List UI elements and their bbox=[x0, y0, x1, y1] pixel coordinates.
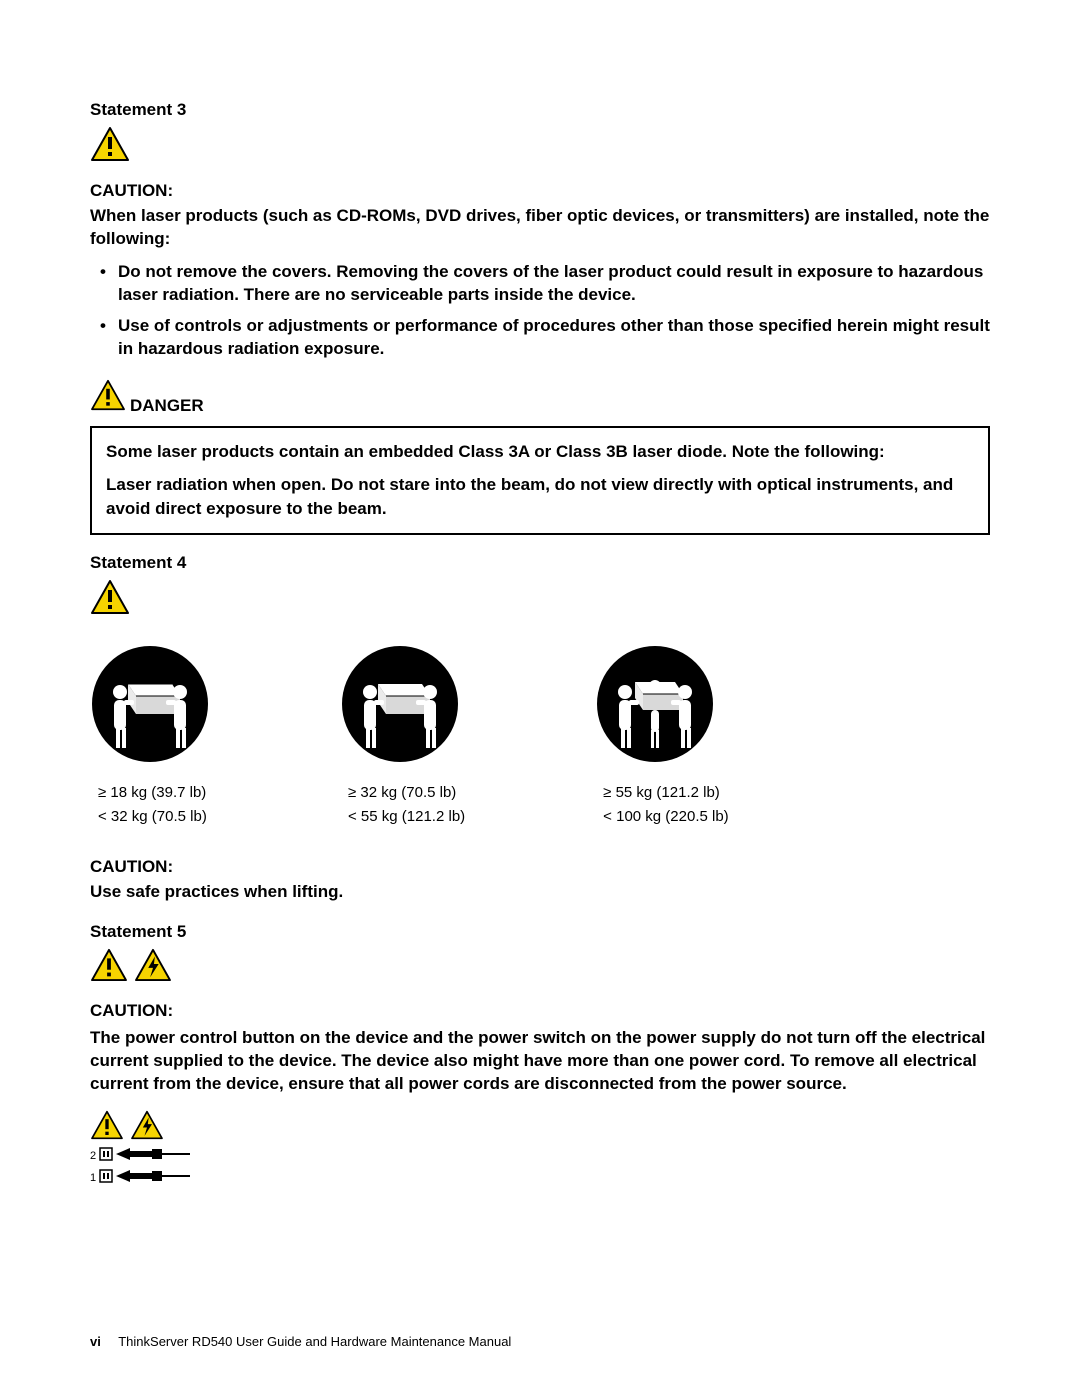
warning-icon-row bbox=[90, 948, 990, 987]
lifting-2-persons-icon bbox=[90, 644, 210, 769]
danger-box: Some laser products contain an embedded … bbox=[90, 426, 990, 535]
lifting-col: ≥ 55 kg (121.2 lb) < 100 kg (220.5 lb) bbox=[595, 644, 729, 829]
caution-triangle-icon bbox=[90, 1110, 124, 1145]
statement-3: Statement 3 CAUTION: When laser products… bbox=[90, 100, 990, 535]
caution-text: The power control button on the device a… bbox=[90, 1027, 990, 1096]
caution-triangle-icon bbox=[90, 948, 128, 987]
weight-line: ≥ 55 kg (121.2 lb) bbox=[595, 781, 720, 805]
caution-text: Use safe practices when lifting. bbox=[90, 881, 990, 904]
lifting-3-persons-icon bbox=[595, 644, 715, 769]
caution-triangle-icon bbox=[90, 579, 130, 620]
statement-5: Statement 5 CAUTION: The power control b… bbox=[90, 922, 990, 1194]
power-cord-diagram: 2 1 bbox=[90, 1110, 990, 1194]
cord-label-2: 2 bbox=[90, 1150, 96, 1162]
caution-triangle-icon bbox=[90, 126, 130, 167]
lifting-2-persons-icon bbox=[340, 644, 460, 769]
power-cords-icon: 2 1 bbox=[90, 1145, 200, 1189]
caution-label: CAUTION: bbox=[90, 857, 990, 877]
caution-intro-text: When laser products (such as CD-ROMs, DV… bbox=[90, 205, 990, 251]
electrical-triangle-icon bbox=[130, 1110, 164, 1145]
statement-4: Statement 4 bbox=[90, 553, 990, 904]
page-footer: vi ThinkServer RD540 User Guide and Hard… bbox=[90, 1334, 511, 1349]
weight-line: ≥ 32 kg (70.5 lb) bbox=[340, 781, 456, 805]
footer-title: ThinkServer RD540 User Guide and Hardwar… bbox=[118, 1334, 511, 1349]
caution-label: CAUTION: bbox=[90, 1001, 990, 1021]
lifting-row: ≥ 18 kg (39.7 lb) < 32 kg (70.5 lb) bbox=[90, 644, 990, 829]
weight-line: ≥ 18 kg (39.7 lb) bbox=[90, 781, 206, 805]
lifting-col: ≥ 32 kg (70.5 lb) < 55 kg (121.2 lb) bbox=[340, 644, 465, 829]
cord-label-1: 1 bbox=[90, 1172, 96, 1184]
caution-bullet: Do not remove the covers. Removing the c… bbox=[118, 261, 990, 307]
weight-line: < 55 kg (121.2 lb) bbox=[340, 805, 465, 829]
page-number: vi bbox=[90, 1334, 101, 1349]
caution-label: CAUTION: bbox=[90, 181, 990, 201]
statement-4-caution: CAUTION: Use safe practices when lifting… bbox=[90, 857, 990, 904]
statement-3-heading: Statement 3 bbox=[90, 100, 990, 120]
caution-bullet: Use of controls or adjustments or perfor… bbox=[118, 315, 990, 361]
electrical-triangle-icon bbox=[134, 948, 172, 987]
page-content: Statement 3 CAUTION: When laser products… bbox=[0, 0, 1080, 1194]
caution-bullet-list: Do not remove the covers. Removing the c… bbox=[90, 261, 990, 361]
danger-label: DANGER bbox=[130, 396, 204, 416]
weight-line: < 32 kg (70.5 lb) bbox=[90, 805, 207, 829]
danger-text-1: Some laser products contain an embedded … bbox=[106, 440, 974, 464]
danger-text-2: Laser radiation when open. Do not stare … bbox=[106, 473, 974, 521]
lifting-col: ≥ 18 kg (39.7 lb) < 32 kg (70.5 lb) bbox=[90, 644, 210, 829]
statement-5-heading: Statement 5 bbox=[90, 922, 990, 942]
statement-4-heading: Statement 4 bbox=[90, 553, 990, 573]
danger-heading-row: DANGER bbox=[90, 379, 990, 416]
danger-triangle-icon bbox=[90, 379, 126, 416]
weight-line: < 100 kg (220.5 lb) bbox=[595, 805, 729, 829]
